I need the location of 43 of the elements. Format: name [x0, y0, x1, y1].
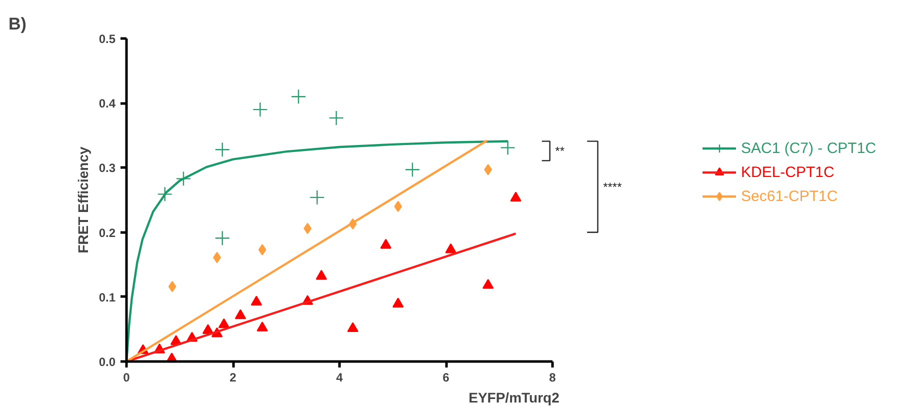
y-tick-label: 0.3 — [98, 161, 116, 176]
point — [310, 190, 325, 206]
point — [176, 171, 192, 186]
point — [252, 102, 268, 118]
text: B) — [8, 14, 26, 34]
y-tick-label: 0.5 — [98, 32, 116, 46]
legend-label: KDEL-CPT1C — [741, 164, 834, 180]
point — [380, 238, 392, 249]
point — [256, 322, 268, 332]
y-tick-label: 0.1 — [98, 290, 116, 304]
legend-label: SAC1 (C7) - CPT1C — [741, 140, 876, 156]
y-tick-label: 0.4 — [98, 96, 116, 111]
x-tick-label: 4 — [336, 370, 344, 384]
x-tick-label: 0 — [123, 370, 130, 384]
point — [290, 89, 306, 104]
point — [328, 110, 344, 126]
y-axis-title: FRET Efficiency — [74, 146, 91, 254]
point — [404, 162, 420, 178]
point — [258, 244, 266, 256]
point — [316, 270, 327, 280]
point — [510, 192, 522, 202]
point — [214, 230, 230, 246]
point — [500, 140, 516, 156]
point — [392, 298, 404, 308]
point — [214, 142, 230, 158]
point — [250, 296, 262, 306]
point — [168, 280, 176, 292]
point — [347, 322, 358, 332]
point — [218, 318, 230, 328]
x-tick-label: 6 — [442, 370, 450, 384]
x-tick-label: 8 — [549, 370, 556, 384]
point — [157, 186, 172, 202]
point — [445, 243, 456, 254]
text: ** — [555, 144, 565, 158]
legend-label: Sec61-CPT1C — [741, 188, 838, 204]
point — [394, 200, 402, 212]
text: **** — [603, 180, 622, 194]
x-tick-label: 2 — [230, 370, 237, 384]
point — [482, 278, 494, 289]
x-axis-title: EYFP/mTurq2 — [468, 390, 560, 406]
point — [234, 309, 246, 320]
y-tick-label: 0.0 — [98, 355, 116, 369]
y-tick-label: 0.2 — [98, 226, 116, 240]
